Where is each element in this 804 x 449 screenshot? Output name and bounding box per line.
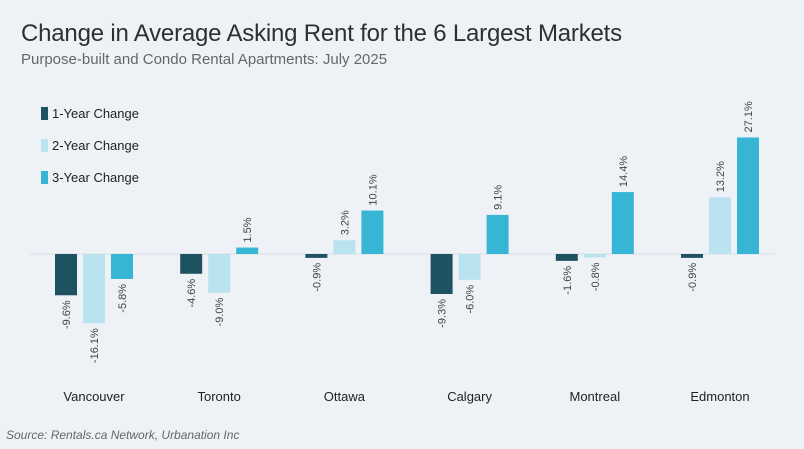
data-label-toronto-1-year-change: -4.6% [186, 279, 198, 308]
bar-calgary-3-year-change [486, 214, 509, 254]
bar-toronto-2-year-change [208, 254, 231, 293]
bar-vancouver-1-year-change [55, 254, 77, 296]
data-label-ottawa-2-year-change: 3.2% [339, 210, 351, 235]
data-label-montreal-3-year-change: 14.4% [618, 156, 630, 187]
bar-edmonton-2-year-change [709, 197, 731, 254]
bar-montreal-2-year-change [583, 254, 606, 258]
data-label-calgary-3-year-change: 9.1% [493, 185, 505, 210]
bar-ottawa-1-year-change [305, 254, 328, 258]
data-label-ottawa-3-year-change: 10.1% [367, 174, 379, 205]
data-label-vancouver-2-year-change: -16.1% [89, 328, 101, 363]
bar-series-group: -9.6% -16.1% -5.8% -4.6% -9.0% 1.5% -0.9% 3.2% 1… [55, 101, 759, 363]
category-label-montreal: Montreal [570, 389, 621, 404]
legend-label-1-year-change: 1-Year Change [52, 106, 139, 121]
bar-vancouver-3-year-change [111, 254, 133, 279]
data-label-montreal-1-year-change: -1.6% [562, 266, 574, 295]
category-label-vancouver: Vancouver [63, 389, 125, 404]
legend-swatch-2-year-change [41, 139, 48, 152]
bar-ottawa-2-year-change [333, 240, 356, 254]
bar-calgary-1-year-change [430, 254, 453, 294]
bar-toronto-1-year-change [180, 254, 203, 274]
bar-calgary-2-year-change [458, 254, 481, 280]
data-label-calgary-1-year-change: -9.3% [437, 299, 449, 328]
data-label-toronto-3-year-change: 1.5% [242, 217, 254, 242]
bar-toronto-3-year-change [236, 247, 259, 254]
chart-subtitle: Purpose-built and Condo Rental Apartment… [21, 51, 388, 68]
bar-edmonton-1-year-change [681, 254, 703, 258]
category-label-edmonton: Edmonton [690, 389, 749, 404]
data-label-calgary-2-year-change: -6.0% [465, 285, 477, 314]
legend-label-2-year-change: 2-Year Change [52, 138, 139, 153]
category-label-ottawa: Ottawa [324, 389, 366, 404]
data-label-montreal-2-year-change: -0.8% [590, 262, 602, 291]
category-axis: Vancouver Toronto Ottawa Calgary Montreal Edm… [63, 389, 749, 404]
bar-edmonton-3-year-change [737, 137, 759, 254]
data-label-edmonton-1-year-change: -0.9% [687, 263, 699, 292]
legend-label-3-year-change: 3-Year Change [52, 170, 139, 185]
legend-swatch-1-year-change [41, 107, 48, 120]
bar-montreal-1-year-change [555, 254, 578, 261]
data-label-edmonton-2-year-change: 13.2% [715, 161, 727, 192]
category-label-calgary: Calgary [447, 389, 492, 404]
source-note: Source: Rentals.ca Network, Urbanation I… [6, 428, 240, 442]
data-label-ottawa-1-year-change: -0.9% [311, 263, 323, 292]
category-label-toronto: Toronto [198, 389, 241, 404]
legend-swatch-3-year-change [41, 171, 48, 184]
data-label-edmonton-3-year-change: 27.1% [743, 101, 755, 132]
data-label-vancouver-1-year-change: -9.6% [61, 300, 73, 329]
data-label-toronto-2-year-change: -9.0% [214, 297, 226, 326]
chart-title: Change in Average Asking Rent for the 6 … [21, 20, 622, 47]
bar-montreal-3-year-change [611, 192, 634, 254]
legend: 1-Year Change 2-Year Change 3-Year Change [41, 106, 139, 185]
bar-ottawa-3-year-change [361, 210, 384, 254]
bar-vancouver-2-year-change [83, 254, 105, 324]
data-label-vancouver-3-year-change: -5.8% [117, 284, 129, 313]
